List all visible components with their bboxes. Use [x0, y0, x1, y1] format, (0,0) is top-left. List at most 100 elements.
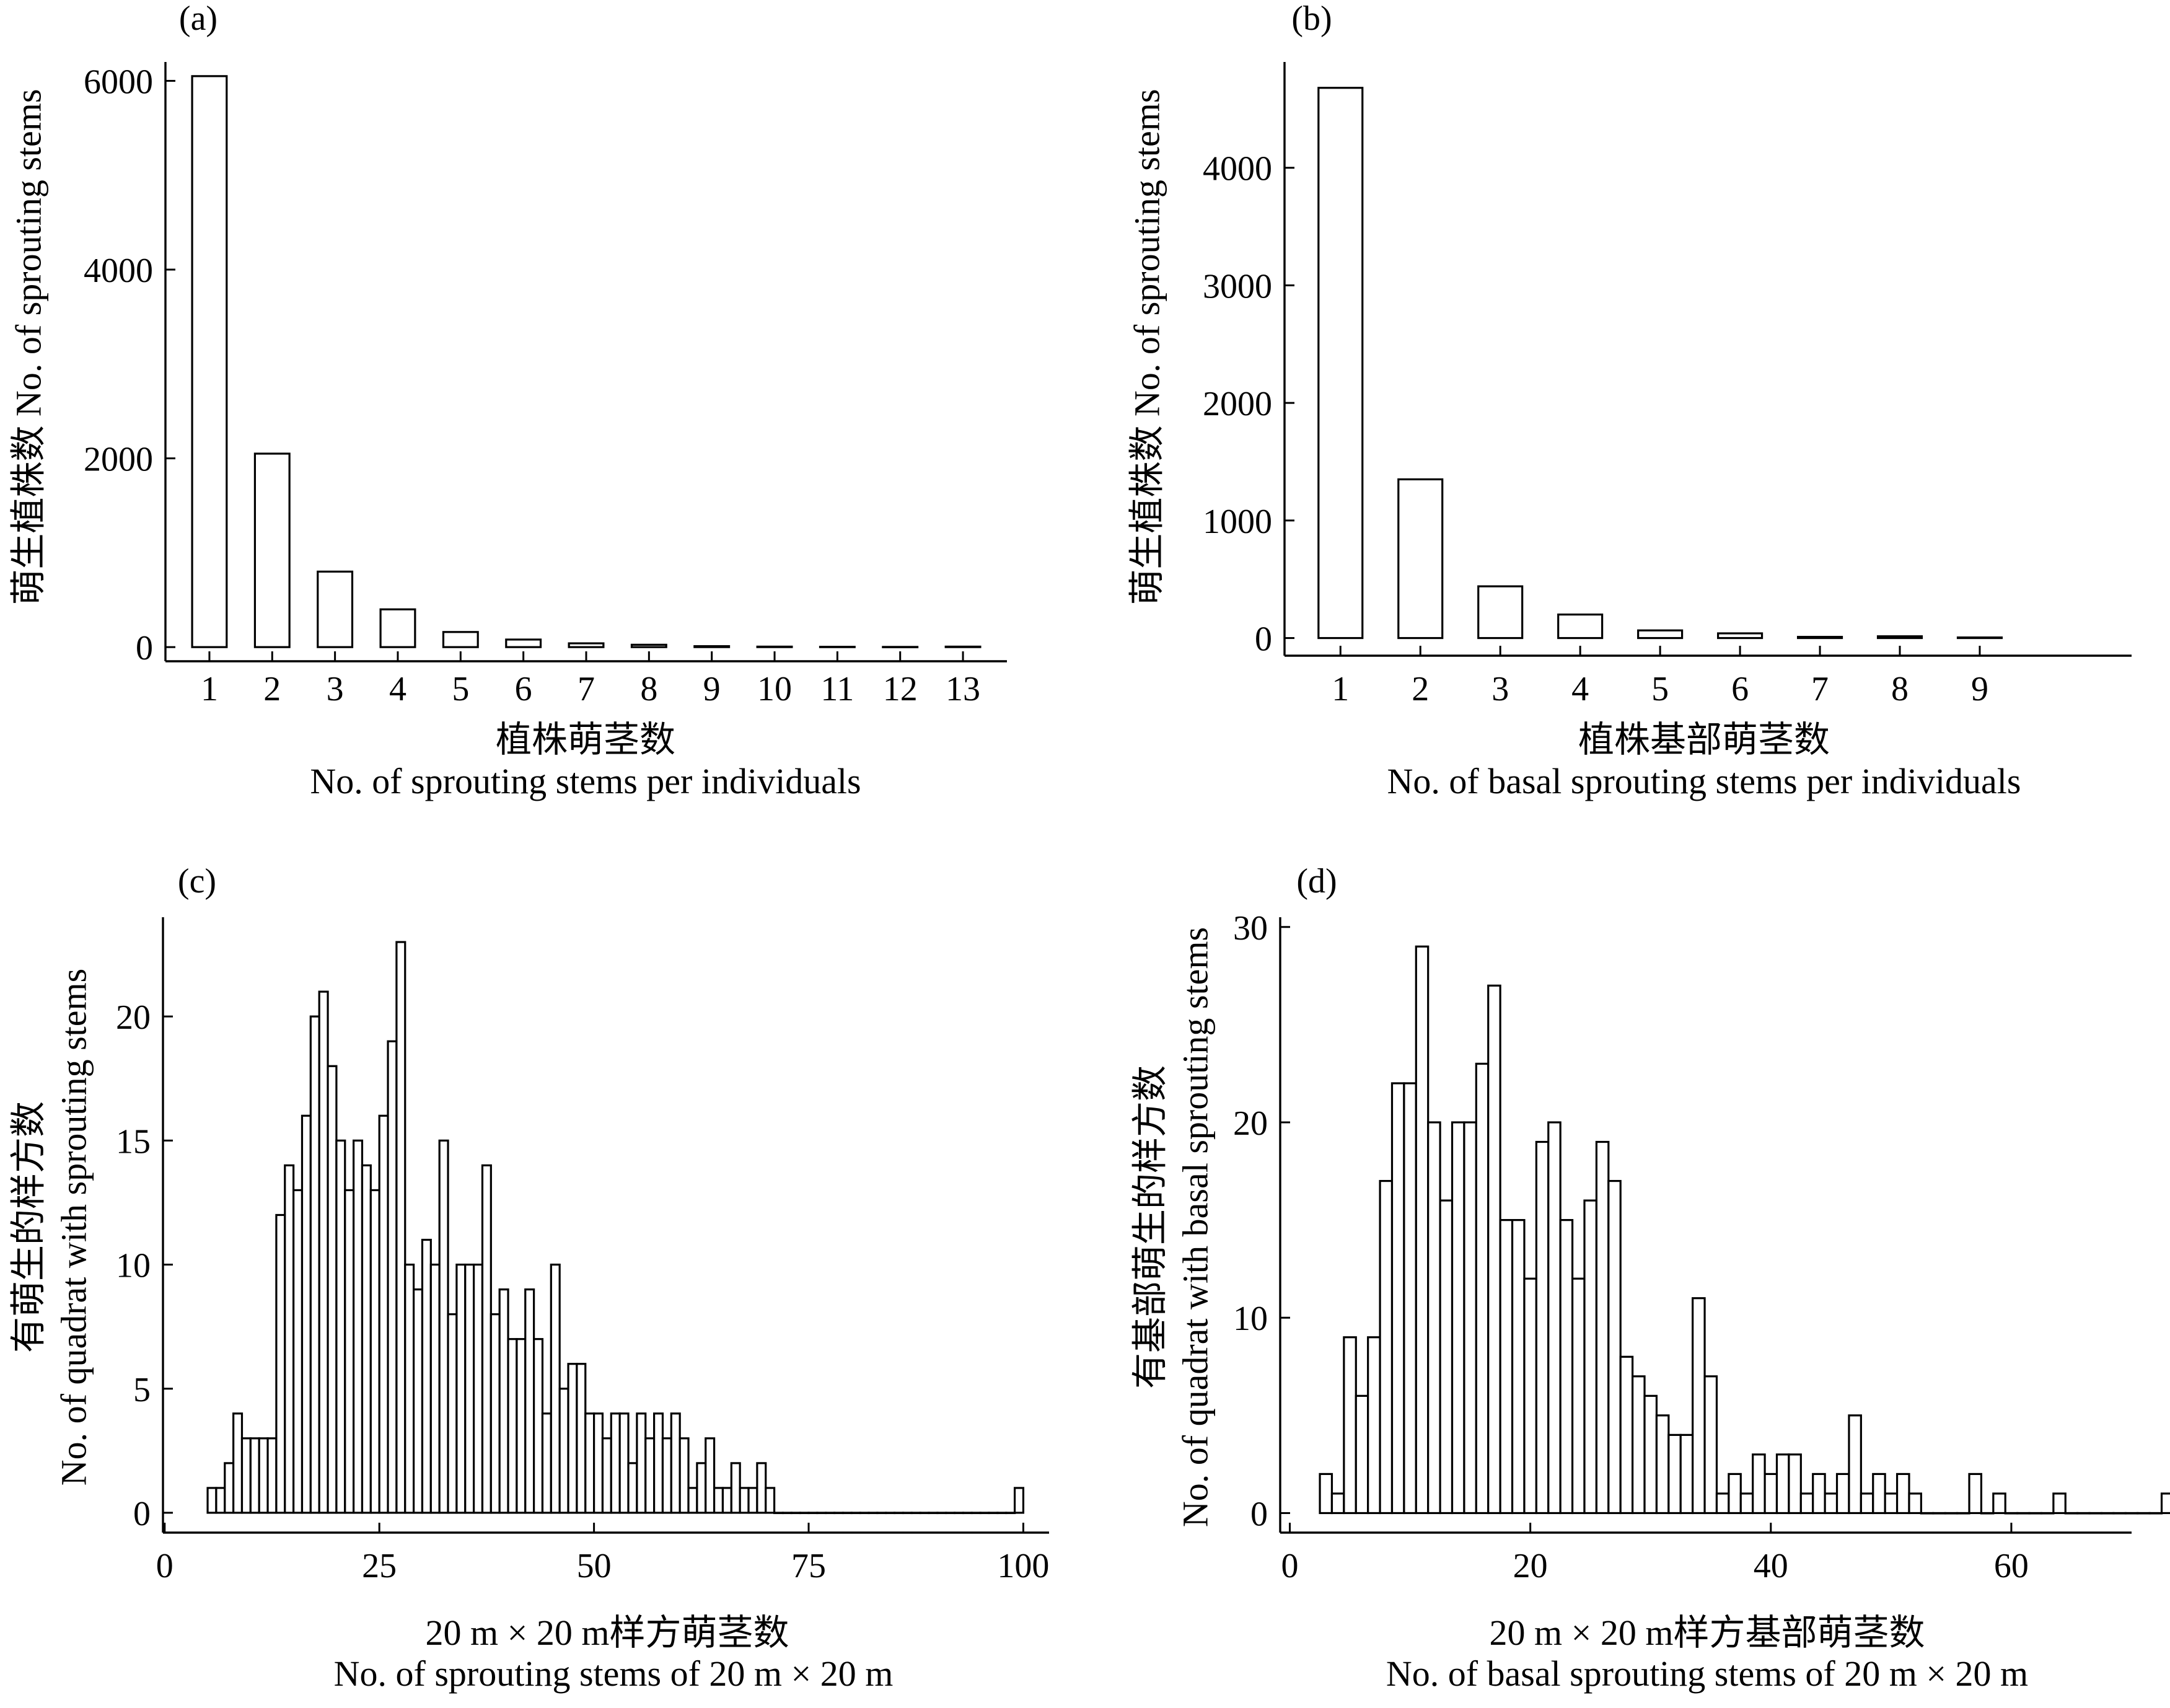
histogram-bar	[438, 1139, 449, 1514]
histogram-bar	[1619, 1355, 1634, 1515]
bar	[819, 646, 856, 648]
histogram-bar	[1595, 1140, 1610, 1515]
panel-b: (b) 0 1000 2000 3000 4000 1 2 3 4 5 6 7 8 9 植株基部萌茎数No. …	[1127, 0, 2132, 801]
histogram-bar	[1330, 1492, 1345, 1515]
bar	[1317, 87, 1364, 640]
histogram-bar	[1655, 1414, 1670, 1515]
y-axis-label-cn: 有萌生的样方数	[8, 1101, 48, 1353]
histogram-bar	[1547, 1121, 1562, 1515]
histogram-bar	[353, 1139, 364, 1514]
histogram-bar	[1571, 1277, 1586, 1515]
histogram-bar	[576, 1363, 587, 1514]
histogram-bar	[215, 1487, 226, 1514]
x-tick-label: 2	[263, 670, 281, 708]
histogram-bar	[747, 1487, 758, 1514]
x-tick-label: 9	[1971, 670, 1988, 708]
histogram-bar	[1799, 1492, 1814, 1515]
bar	[505, 638, 542, 648]
histogram-bar	[498, 1288, 509, 1514]
histogram-bar	[1679, 1433, 1694, 1515]
histogram-bar	[601, 1437, 612, 1514]
bar	[1876, 635, 1923, 640]
bar	[379, 608, 416, 648]
bar	[1397, 478, 1444, 640]
x-tick-label: 0	[156, 1547, 174, 1585]
histogram-bar	[670, 1412, 681, 1514]
histogram-bar	[661, 1437, 672, 1514]
x-tick-label: 13	[946, 670, 980, 708]
x-tick-label: 100	[997, 1547, 1049, 1585]
histogram-bar	[1703, 1375, 1718, 1515]
bar	[944, 645, 982, 648]
x-tick-label: 2	[1412, 670, 1429, 708]
bar	[191, 75, 228, 648]
histogram-bar	[1643, 1394, 1658, 1515]
y-tick-label: 2000	[1203, 385, 1272, 423]
histogram-bar	[2052, 1492, 2067, 1515]
bar	[317, 570, 354, 648]
histogram-bar	[1860, 1492, 1874, 1515]
histogram-bar	[1968, 1472, 1983, 1515]
histogram-bar	[739, 1487, 750, 1514]
histogram-bar	[1835, 1472, 1850, 1515]
histogram-bar	[1739, 1492, 1754, 1515]
x-tick-label: 3	[1491, 670, 1509, 708]
panel-label: (a)	[179, 0, 217, 38]
x-tick-label: 40	[1754, 1547, 1788, 1585]
histogram-bar	[516, 1338, 527, 1514]
histogram-bar	[644, 1437, 656, 1514]
y-axis-label: 萌生植株数 No. of sprouting stems	[1127, 89, 1167, 605]
x-axis-label-cn: 20 m × 20 m样方基部萌茎数	[1490, 1613, 1925, 1653]
bar	[630, 643, 667, 648]
histogram-bar	[756, 1462, 767, 1514]
bar	[1477, 585, 1524, 640]
y-tick-label: 0	[133, 1495, 151, 1533]
histogram-bar	[652, 1412, 664, 1514]
x-tick-label: 4	[389, 670, 406, 708]
histogram-bar	[721, 1487, 732, 1514]
y-tick-label: 4000	[84, 252, 153, 290]
histogram-bar	[627, 1462, 638, 1514]
histogram-bar	[481, 1164, 492, 1514]
histogram-bar	[473, 1263, 484, 1514]
y-tick-label: 5	[133, 1371, 151, 1409]
bar	[1796, 636, 1843, 640]
histogram-bar	[1583, 1199, 1597, 1515]
x-axis-label-cn: 植株萌茎数	[496, 720, 675, 760]
y-tick-label: 20	[116, 998, 151, 1037]
x-tick-label: 8	[640, 670, 657, 708]
histogram-bar	[541, 1412, 552, 1514]
histogram-bar	[224, 1462, 235, 1514]
bar	[568, 642, 605, 648]
histogram-bar	[1511, 1219, 1526, 1515]
y-tick-label: 2000	[84, 441, 153, 479]
x-tick-label: 25	[362, 1547, 397, 1585]
histogram-bar	[1439, 1199, 1454, 1515]
histogram-bar	[679, 1437, 690, 1514]
histogram-bar	[1415, 945, 1430, 1515]
histogram-bar	[730, 1462, 741, 1514]
histogram-bar	[567, 1363, 578, 1514]
histogram-bar	[1343, 1336, 1357, 1515]
histogram-bar	[524, 1288, 535, 1514]
histogram-bar	[636, 1412, 647, 1514]
y-tick-label: 6000	[84, 63, 153, 101]
x-tick-label: 11	[820, 670, 854, 708]
histogram-bar	[1775, 1453, 1790, 1515]
y-tick-label: 20	[1233, 1104, 1268, 1143]
histogram-bar	[395, 941, 406, 1514]
x-axis-label-en: No. of basal sprouting stems per individ…	[1387, 761, 2021, 801]
histogram-bar	[292, 1189, 304, 1514]
x-tick-label: 60	[1994, 1547, 2029, 1585]
x-tick-label: 6	[515, 670, 532, 708]
histogram-bar	[1403, 1082, 1417, 1515]
histogram-bar	[1908, 1492, 1922, 1515]
histogram-bar	[240, 1437, 252, 1514]
x-axis-label-en: No. of sprouting stems per individuals	[310, 761, 861, 801]
histogram-bar	[1812, 1472, 1826, 1515]
x-tick-label: 1	[1332, 670, 1349, 708]
y-tick-label: 15	[116, 1122, 151, 1161]
histogram-bar	[584, 1412, 595, 1514]
